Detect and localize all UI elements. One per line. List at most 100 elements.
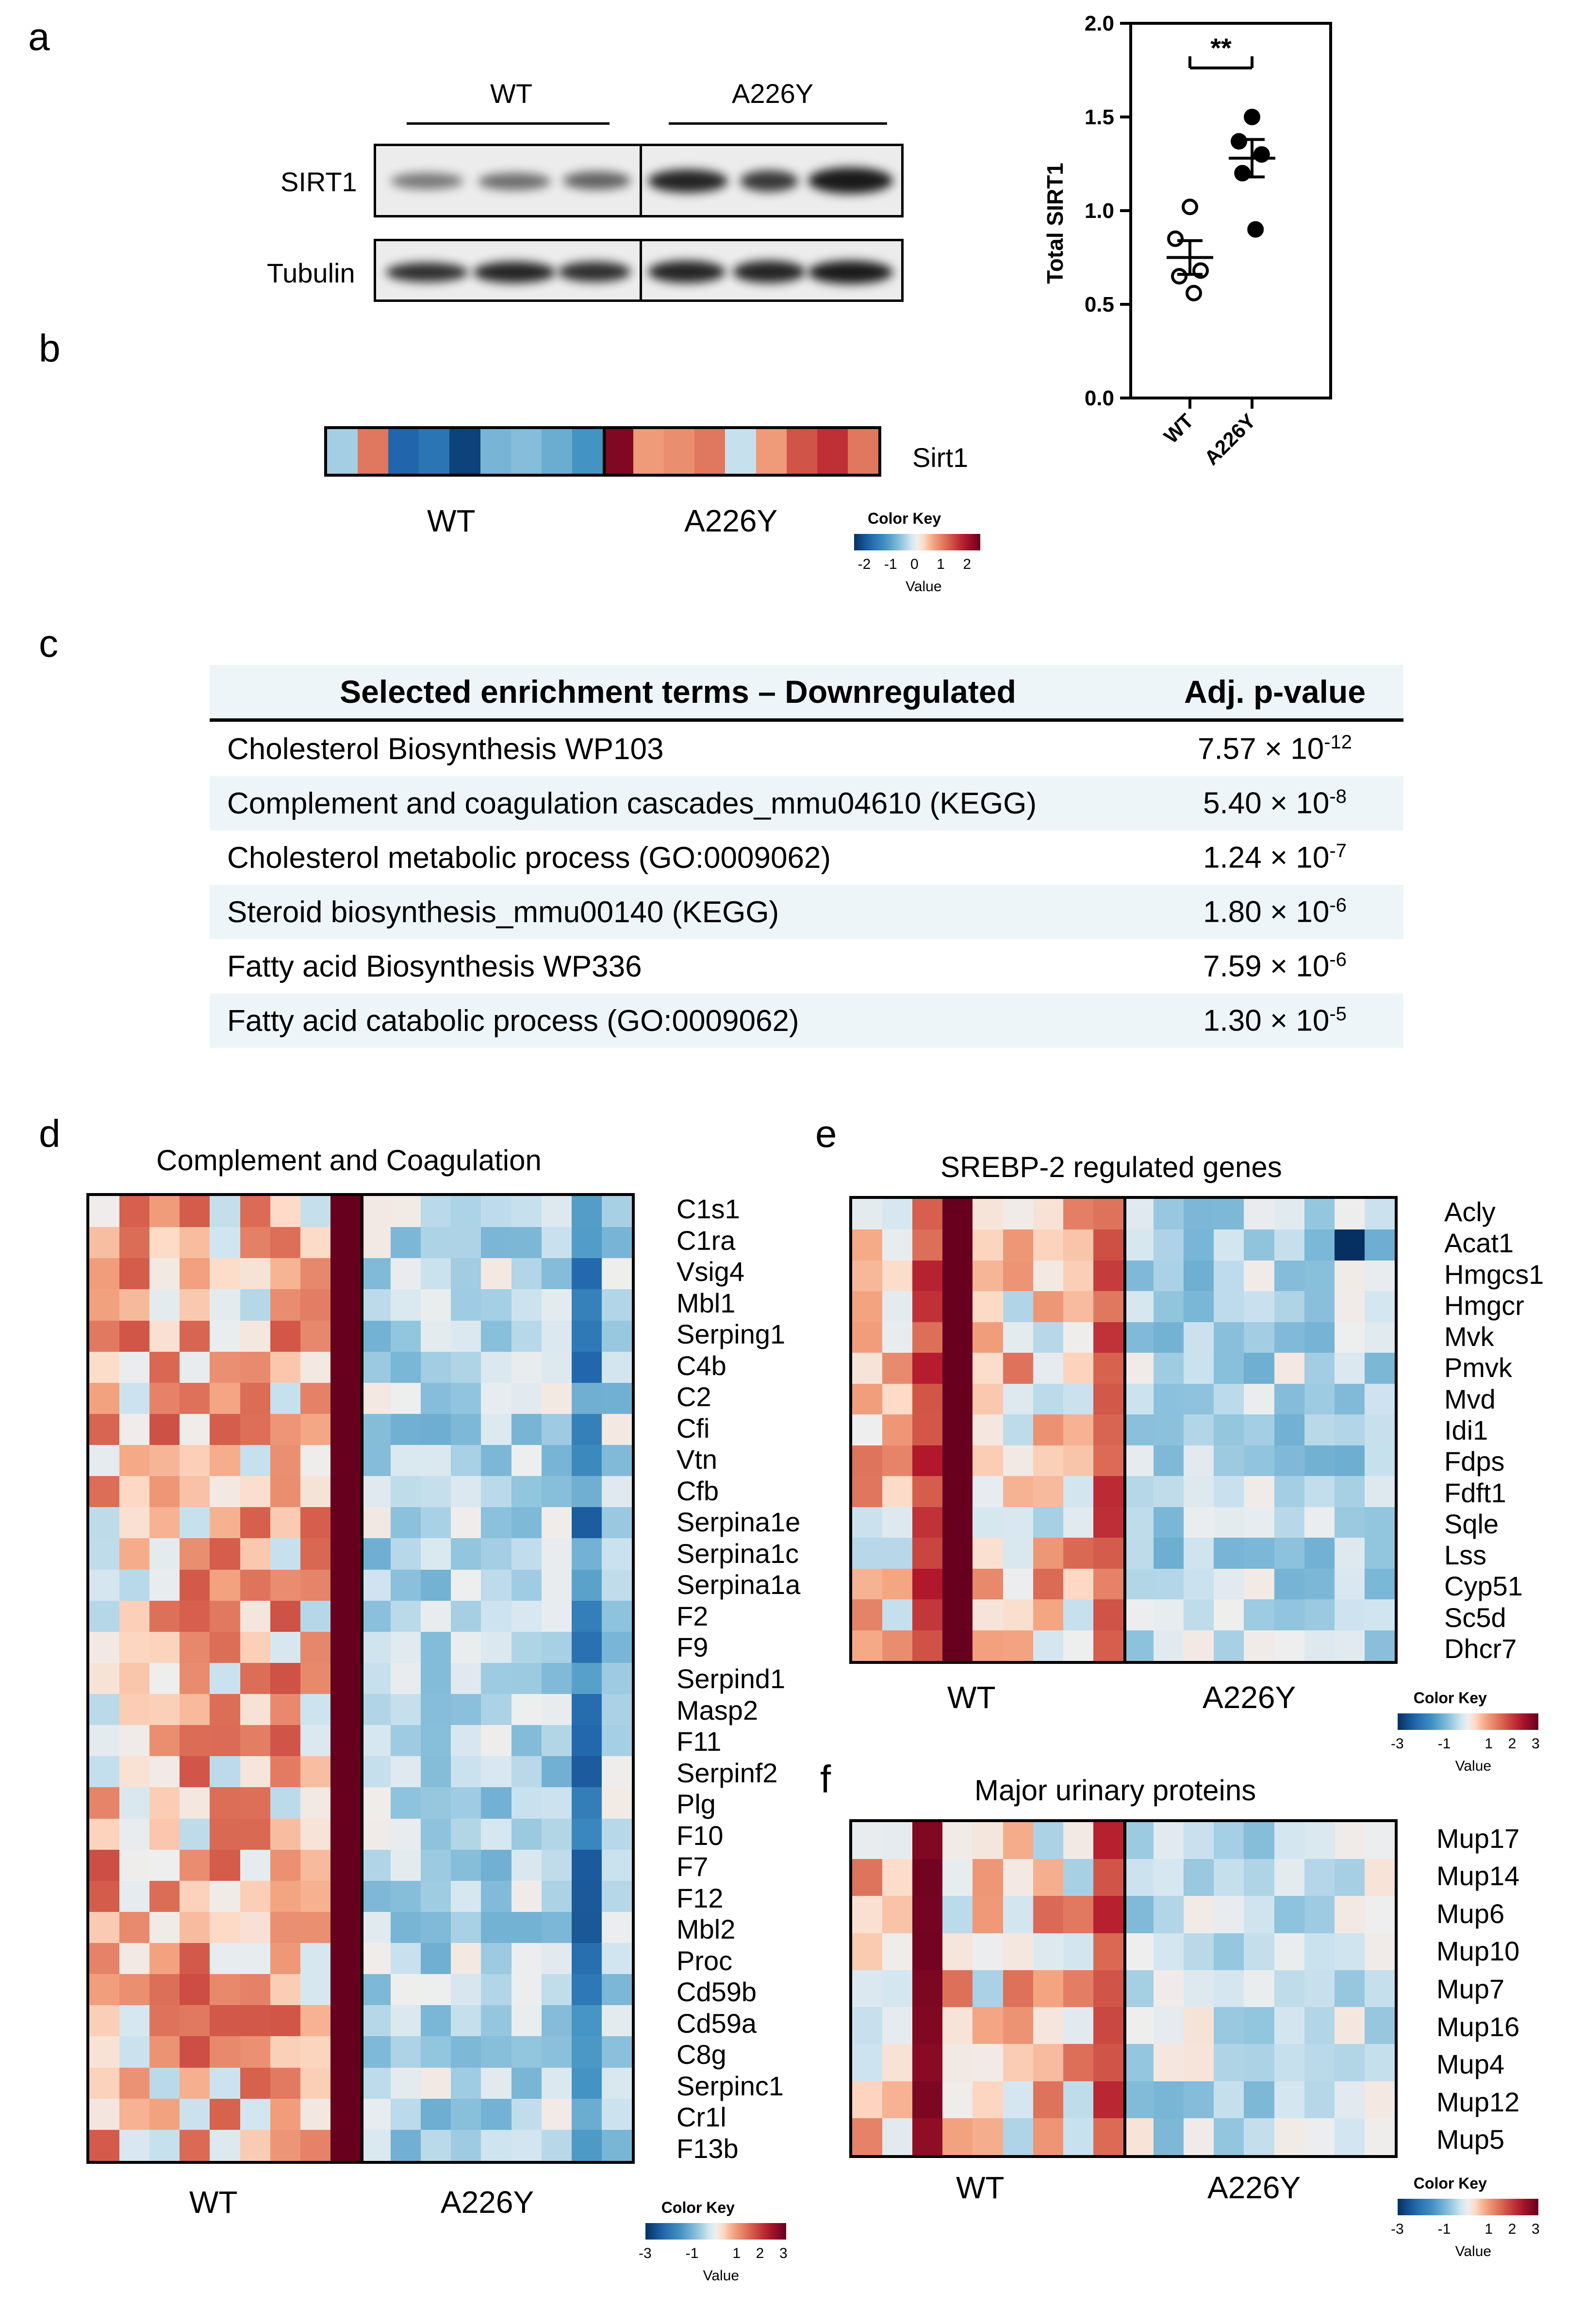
heatmap-cell (511, 1196, 542, 1228)
heatmap-cell (1184, 1822, 1214, 1859)
heatmap-cell (1214, 2118, 1244, 2155)
heatmap-cell (481, 2005, 511, 2037)
heatmap-cell (1244, 2007, 1274, 2044)
heatmap-cell (360, 1600, 391, 1632)
heatmap-cell (240, 2036, 270, 2068)
heatmap-cell (1093, 1859, 1123, 1896)
heatmap-cell (270, 1662, 300, 1694)
heatmap-cell (1274, 1414, 1304, 1445)
heatmap-cell (119, 1787, 150, 1819)
heatmap-cell (541, 1227, 572, 1259)
heatmap-cell (270, 1600, 300, 1632)
gene-label: Cyp51 (1444, 1571, 1523, 1602)
heatmap-cell (1214, 1229, 1244, 1261)
heatmap-cell (360, 1880, 391, 1912)
heatmap-cell (882, 1353, 913, 1384)
heatmap-cell (1123, 1414, 1154, 1445)
heatmap-cell (511, 1974, 542, 2006)
heatmap-cell (852, 1414, 883, 1445)
heatmap-cell (300, 1413, 330, 1445)
heatmap-cell (882, 1630, 913, 1661)
heatmap-cell (942, 1970, 973, 2008)
heatmap-cell (511, 1569, 542, 1601)
heatmap-cell (149, 1382, 180, 1414)
heatmap-cell (149, 1943, 180, 1975)
heatmap-cell (300, 1725, 330, 1757)
heatmap-cell (882, 2081, 913, 2118)
heatmap-cell (912, 1896, 943, 1933)
heatmap-cell (1334, 1383, 1365, 1415)
heatmap-cell (180, 1320, 210, 1352)
heatmap-cell (451, 1413, 481, 1445)
heatmap-cell (481, 1413, 511, 1445)
data-point-a226y (1244, 109, 1260, 125)
heatmap-cell (511, 1538, 542, 1570)
heatmap-cell (300, 2005, 330, 2037)
heatmap-cell (149, 1196, 180, 1228)
heatmap-cell (421, 1538, 451, 1570)
heatmap-cell (210, 1227, 240, 1259)
gene-label: Masp2 (676, 1694, 759, 1726)
heatmap-cell (601, 1694, 632, 1726)
heatmap-cell (1274, 1859, 1304, 1896)
heatmap-cell (1274, 1383, 1304, 1415)
heatmap-cell (973, 1896, 1003, 1933)
heatmap-cell (240, 1787, 270, 1819)
gene-label: Serpind1 (676, 1663, 786, 1694)
heatmap-cell (973, 1291, 1003, 1322)
heatmap-cell (912, 1353, 943, 1384)
heatmap-cell (1334, 1859, 1365, 1896)
heatmap-cell (1123, 1229, 1154, 1261)
heatmap-cell (119, 1258, 150, 1290)
heatmap-cell (270, 2067, 300, 2099)
heatmap-cell (421, 1694, 451, 1726)
heatmap-cell (119, 1725, 150, 1757)
heatmap-cell (481, 1787, 511, 1819)
heatmap-cell (421, 1725, 451, 1757)
heatmap-cell (942, 1383, 973, 1415)
heatmap-cell (511, 1818, 542, 1850)
heatmap-cell (1033, 1353, 1063, 1384)
heatmap-cell (601, 1413, 632, 1445)
heatmap-cell (180, 1662, 210, 1694)
heatmap-cell (1184, 2044, 1214, 2081)
gene-label: Dhcr7 (1444, 1633, 1517, 1664)
heatmap-cell (149, 1413, 180, 1445)
heatmap-cell (451, 2098, 481, 2130)
heatmap-cell (451, 1818, 481, 1850)
color-key-tick: 0 (910, 556, 919, 572)
heatmap-cell (89, 1289, 120, 1321)
plot-frame (1129, 22, 1332, 399)
heatmap-cell (391, 1289, 421, 1321)
gene-label: C4b (676, 1350, 726, 1381)
heatmap-cell (1123, 1933, 1154, 1970)
heatmap-cell (481, 1382, 511, 1414)
heatmap-cell (421, 1756, 451, 1788)
heatmap-cell (601, 1320, 632, 1352)
heatmap-cell (511, 1631, 542, 1663)
heatmap-cell (1184, 1383, 1214, 1415)
heatmap-cell (240, 2129, 270, 2161)
heatmap-cell (451, 1227, 481, 1259)
heatmap-cell (1244, 1507, 1274, 1538)
heatmap-cell (852, 1199, 883, 1230)
heatmap-cell (1003, 1507, 1033, 1538)
heatmap-cell (1154, 1538, 1184, 1569)
heatmap-cell (912, 1599, 943, 1630)
heatmap-cell (1244, 1383, 1274, 1415)
heatmap-cell (973, 1260, 1003, 1292)
heatmap-cell (391, 1756, 421, 1788)
color-key-tick: -1 (1437, 2221, 1451, 2237)
heatmap-cell (942, 1568, 973, 1600)
color-key-tick: -1 (1437, 1736, 1451, 1752)
color-key-tick: -3 (639, 2245, 652, 2261)
heatmap-cell (421, 1289, 451, 1321)
heatmap-cell (481, 1600, 511, 1632)
heatmap-cell (1184, 1322, 1214, 1353)
heatmap-cell (119, 1196, 150, 1228)
heatmap-cell (1304, 1568, 1335, 1600)
heatmap-cell (1063, 1538, 1093, 1569)
heatmap-cell (210, 2005, 240, 2037)
panel-label-a: a (28, 15, 50, 58)
heatmap-cell (421, 1413, 451, 1445)
